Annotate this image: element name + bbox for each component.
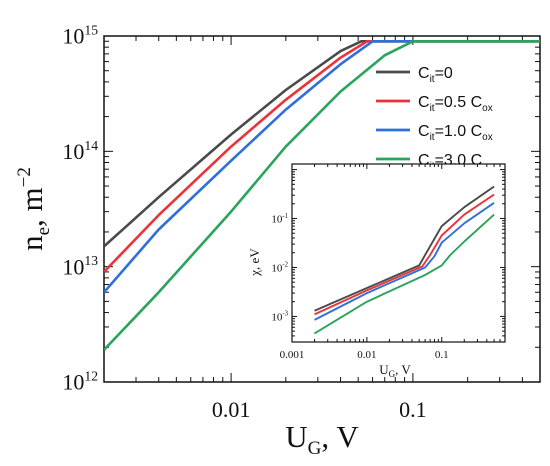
legend-entry: Cit=0 [376,65,453,85]
main-axis-ticks: 0.01 0.1 1012 1013 1014 1015 [62,22,541,422]
legend-entry: Cit=1.0 Cox [376,123,493,143]
series-line [104,40,540,294]
main-series-group [104,40,540,351]
series-line [104,40,540,351]
legend-label: Cit=1.0 Cox [418,123,493,143]
y-tick-label: 1014 [62,138,98,164]
x-tick-label: 0.1 [435,349,449,361]
x-tick-label: 0.1 [399,397,427,422]
series-line [314,185,495,312]
y-tick-label: 10-2 [271,262,288,275]
legend-label: Cit=0.5 Cox [418,94,493,114]
x-tick-label: 0.001 [280,349,305,361]
main-x-axis-title: UG, V [285,419,359,459]
legend: Cit=0 Cit=0.5 Cox Cit=1.0 Cox Cit=3.0 Co… [376,65,493,172]
y-tick-label: 10-3 [271,311,288,324]
y-tick-label: 1012 [62,368,98,394]
series-line [314,193,495,316]
inset-axis-ticks: 0.001 0.01 0.1 10-3 10-2 10-1 [271,164,506,361]
x-tick-label: 0.01 [212,397,251,422]
series-line [104,40,540,248]
series-line [314,202,495,321]
inset-y-axis-title: χ, eV [247,248,262,277]
legend-label: Cit=0 [418,65,453,85]
inset-x-axis-title: UG, V [379,362,411,379]
y-tick-label: 10-1 [271,213,288,226]
inset-series-group [314,185,495,335]
series-line [104,40,540,273]
legend-entry: Cit=0.5 Cox [376,94,493,114]
x-tick-label: 0.01 [357,349,376,361]
main-plot-frame [103,35,541,383]
main-y-axis-title: ne, m−2 [14,167,54,251]
y-tick-label: 1015 [62,22,98,48]
series-line [314,213,495,335]
y-tick-label: 1013 [62,253,98,279]
